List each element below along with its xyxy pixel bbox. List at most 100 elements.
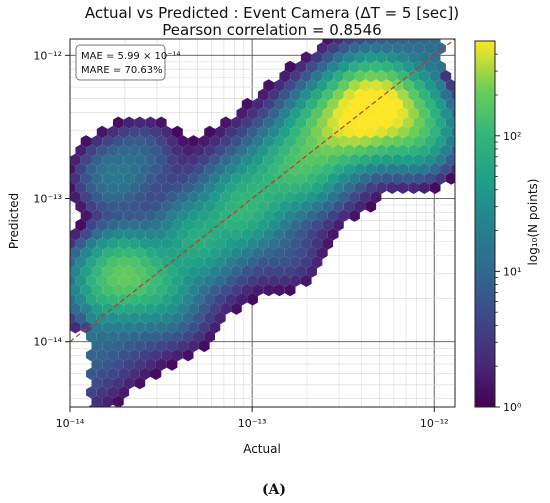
hexbin-cell (129, 125, 140, 139)
hexbin-cell (161, 330, 172, 343)
hexbin-cell (166, 265, 178, 278)
hexbin-cell (150, 349, 162, 362)
hexbin-cell (376, 51, 387, 64)
hexbin-cell (381, 60, 393, 74)
hexbin-cell (424, 79, 436, 92)
hexbin-cell (107, 367, 119, 380)
hexbin-cell (317, 97, 328, 111)
hexbin-cell (274, 97, 285, 111)
hexbin-cell (402, 97, 414, 111)
hexbin-cell (408, 144, 419, 157)
x-tick-label: 10⁻¹⁴ (56, 417, 85, 430)
hexbin-cell (257, 274, 269, 287)
hexbin-cell (86, 349, 97, 362)
hexbin-cell (252, 283, 264, 297)
hexbin-cell (188, 153, 199, 167)
hexbin-cell (150, 218, 162, 232)
hexbin-cell (155, 153, 167, 167)
hexbin-cell (86, 144, 97, 157)
hexbin-cell (236, 144, 248, 157)
stats-annotation: MAE = 5.99 × 10⁻¹⁴ MARE = 70.63% (75, 44, 181, 81)
hexbin-cell (440, 88, 452, 101)
hexbin-cell (204, 163, 215, 176)
hexbin-cell (381, 135, 393, 148)
hexbin-cell (365, 107, 377, 120)
hexbin-cell (80, 265, 92, 278)
hexbin-cell (118, 274, 130, 287)
hexbin-cell (70, 181, 76, 194)
hexbin-cell (75, 293, 87, 306)
hexbin-cell (333, 88, 344, 101)
hexbin-cell (161, 163, 172, 176)
hexbin-cell (220, 246, 232, 260)
hexbin-cell (166, 209, 178, 222)
hexbin-cell (311, 237, 323, 250)
hexbin-cell (327, 153, 339, 167)
hexbin-cell (290, 181, 301, 194)
hexbin-cell (96, 163, 108, 176)
hexbin-cell (257, 200, 269, 213)
hexbin-cell (129, 218, 140, 232)
hexbin-cell (429, 39, 441, 46)
hexbin-cell (435, 116, 446, 129)
hexbin-cell (161, 200, 172, 213)
hexbin-cell (451, 145, 455, 156)
hexbin-cell (96, 218, 108, 232)
hexbin-cell (150, 163, 162, 176)
hexbin-cell (445, 79, 455, 92)
hexbin-cell (129, 237, 140, 250)
hexbin-cell (354, 163, 366, 176)
hexbin-cell (70, 293, 76, 306)
hexbin-cell (220, 283, 232, 297)
hexbin-cell (445, 97, 455, 111)
hexbin-cell (220, 265, 232, 278)
colorbar: 10⁰ 10¹ 10² log₁₀(N points) (474, 40, 540, 414)
hexbin-cell (198, 302, 210, 315)
hexbin-cell (295, 190, 307, 204)
hexbin-cell (268, 163, 280, 176)
hexbin-cell (392, 42, 403, 55)
hexbin-cell (333, 163, 344, 176)
hexbin-cell (220, 228, 232, 241)
hexbin-cell (236, 256, 248, 269)
hexbin-cell (70, 321, 81, 334)
hexbin-cell (279, 218, 291, 232)
hexbin-cell (408, 51, 419, 64)
hexbin-cell (381, 116, 393, 129)
hexbin-cell (102, 246, 113, 260)
hexbin-cell (279, 163, 291, 176)
hexbin-cell (424, 172, 436, 185)
hexbin-cell (386, 51, 398, 64)
hexbin-cell (177, 302, 189, 315)
hexbin-cell (198, 209, 210, 222)
hexbin-cell (408, 181, 419, 194)
hexbin-cell (87, 404, 96, 407)
hexbin-cell (96, 181, 108, 194)
hexbin-cell (419, 163, 430, 176)
hexbin-cell (129, 200, 140, 213)
hexbin-cell (451, 89, 455, 101)
hexbin-cell (268, 218, 280, 232)
hexbin-cell (300, 107, 312, 120)
hexbin-cell (91, 339, 103, 353)
hexbin-cell (198, 153, 210, 167)
hexbin-cell (279, 88, 291, 101)
hexbin-cell (80, 283, 92, 297)
hexbin-cell (338, 60, 350, 74)
colorbar-tick-label: 10¹ (503, 265, 521, 278)
hexbin-cell (413, 42, 425, 55)
hexbin-cell (86, 237, 97, 250)
hexbin-cell (397, 70, 409, 83)
hexbin-cell (413, 153, 425, 167)
hexbin-cell (290, 256, 301, 269)
hexbin-cell (166, 228, 178, 241)
hexbin-cell (284, 246, 296, 260)
hexbin-cell (263, 190, 274, 204)
hexbin-cell (198, 135, 210, 148)
hexbin-cell (54, 275, 65, 287)
hexbin-cell (333, 39, 344, 46)
hexbin-cell (397, 88, 409, 101)
hexbin-cell (376, 144, 387, 157)
hexbin-cell (75, 144, 87, 157)
hexbin-cell (435, 24, 446, 36)
